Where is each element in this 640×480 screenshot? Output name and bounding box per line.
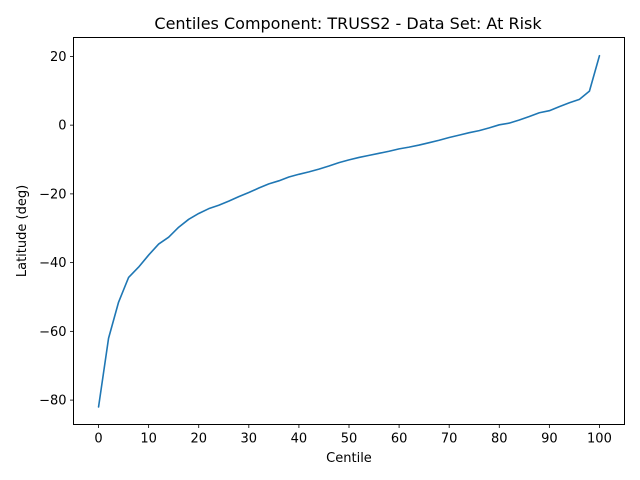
- axes-frame: [73, 37, 625, 425]
- y-tick-label: −60: [39, 325, 66, 340]
- y-tick-label: 0: [58, 119, 66, 134]
- chart-title: Centiles Component: TRUSS2 - Data Set: A…: [154, 14, 542, 33]
- x-axis-title: Centile: [326, 451, 372, 466]
- x-tick-label: 20: [190, 432, 207, 447]
- x-tick-label: 30: [241, 432, 258, 447]
- y-tick-label: 20: [50, 50, 67, 65]
- x-tick-label: 80: [491, 432, 508, 447]
- x-tick-label: 50: [341, 432, 358, 447]
- x-tick-label: 60: [391, 432, 408, 447]
- plot-area: 0 10 20 30 40 50 60 70 80 90 100 −80 −60 −40 −20 0 20: [39, 50, 612, 447]
- series-line: [97, 54, 601, 408]
- x-tick-label: 10: [140, 432, 157, 447]
- y-tick-label: −80: [39, 394, 66, 409]
- x-tick-label: 100: [587, 432, 612, 447]
- y-tick-label: −20: [39, 187, 66, 202]
- y-tick-label: −40: [39, 256, 66, 271]
- x-tick-label: 90: [541, 432, 558, 447]
- x-tick-label: 40: [291, 432, 308, 447]
- y-axis-title: Latitude (deg): [15, 185, 30, 277]
- x-tick-label: 0: [94, 432, 102, 447]
- x-tick-label: 70: [441, 432, 458, 447]
